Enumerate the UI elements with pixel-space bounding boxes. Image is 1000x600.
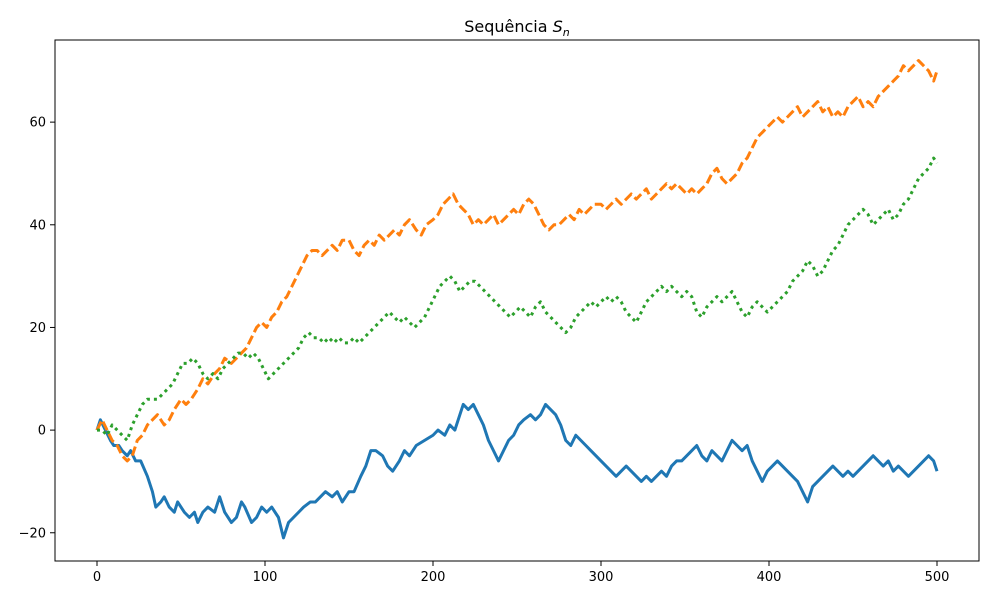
x-tick-label: 400: [757, 570, 782, 585]
title-math-subscript: n: [563, 26, 570, 39]
x-axis: 0 100 200 300 400 500: [93, 561, 950, 585]
y-tick-label: 60: [29, 116, 46, 131]
x-tick-label: 200: [421, 570, 446, 585]
y-tick-label: 40: [29, 218, 46, 233]
y-tick-label: 0: [38, 424, 46, 439]
x-tick-label: 0: [93, 570, 101, 585]
title-text: Sequência: [464, 17, 552, 36]
x-tick-label: 300: [589, 570, 614, 585]
series-line-1: [95, 402, 939, 540]
y-tick-label: 20: [29, 321, 46, 336]
series-line-2: [95, 59, 939, 463]
title-math-symbol: S: [553, 17, 563, 36]
series-group: [95, 59, 939, 540]
x-tick-label: 100: [253, 570, 278, 585]
x-tick-label: 500: [925, 570, 950, 585]
y-tick-label: −20: [19, 526, 46, 541]
plot-frame: [54, 39, 980, 562]
y-axis: −20 0 20 40 60: [19, 116, 55, 541]
series-line-3: [97, 156, 939, 442]
chart-title: Sequência Sn: [464, 17, 570, 39]
